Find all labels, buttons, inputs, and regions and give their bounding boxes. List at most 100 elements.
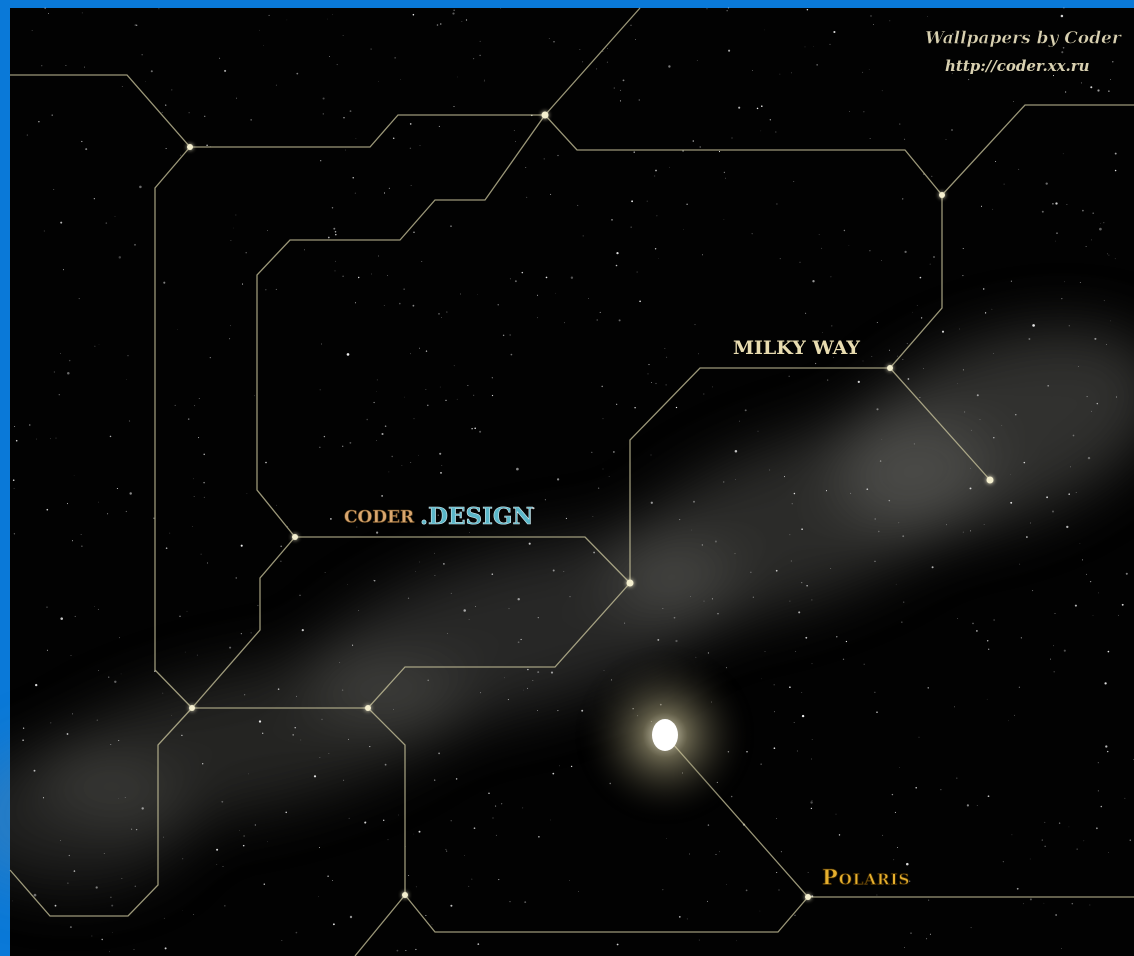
star — [343, 35, 344, 36]
star — [251, 119, 252, 120]
star — [352, 645, 353, 646]
star — [63, 269, 64, 270]
star — [557, 478, 559, 480]
star — [790, 534, 791, 535]
star — [44, 231, 45, 232]
star — [343, 780, 344, 781]
star — [425, 915, 426, 916]
star — [1046, 496, 1048, 498]
star — [381, 495, 383, 497]
star — [462, 21, 463, 22]
star — [34, 770, 36, 772]
star — [119, 256, 121, 258]
star — [1026, 536, 1028, 538]
star — [583, 235, 584, 236]
star — [757, 108, 759, 110]
star — [179, 616, 180, 617]
star — [53, 189, 54, 190]
star — [414, 418, 415, 419]
star — [620, 90, 621, 91]
star — [508, 699, 509, 700]
star — [697, 60, 698, 61]
star — [726, 667, 727, 668]
star — [651, 455, 652, 456]
star — [67, 882, 68, 883]
star — [55, 905, 57, 907]
star — [665, 348, 666, 349]
star — [805, 637, 807, 639]
star — [427, 680, 428, 681]
star — [337, 64, 338, 65]
star — [992, 309, 993, 310]
star — [712, 598, 713, 599]
star — [60, 222, 62, 224]
star — [1112, 61, 1113, 62]
star — [434, 553, 435, 554]
star — [296, 932, 298, 934]
star — [32, 30, 33, 31]
star — [371, 49, 372, 50]
star — [464, 855, 465, 856]
star — [830, 44, 831, 45]
star — [216, 849, 218, 851]
star — [434, 779, 435, 780]
star — [180, 155, 181, 156]
star — [734, 553, 735, 554]
star — [1055, 241, 1056, 242]
star — [616, 252, 618, 254]
star — [203, 482, 205, 484]
star — [827, 380, 828, 381]
star — [882, 90, 883, 91]
star — [902, 198, 903, 199]
star — [553, 41, 554, 42]
star — [343, 117, 344, 118]
star — [262, 733, 263, 734]
star — [492, 395, 493, 396]
star — [295, 727, 296, 728]
node — [292, 534, 298, 540]
star — [601, 386, 603, 388]
star — [50, 722, 51, 723]
star — [774, 685, 775, 686]
star — [320, 757, 321, 758]
star — [192, 526, 193, 527]
star — [613, 451, 614, 452]
star — [896, 584, 897, 585]
star — [199, 398, 200, 399]
star — [81, 534, 82, 535]
star — [580, 49, 581, 50]
star — [899, 767, 900, 768]
star — [893, 859, 894, 860]
star — [1076, 492, 1077, 493]
label: Polaris — [822, 865, 910, 890]
star — [1028, 338, 1030, 340]
star — [404, 289, 405, 290]
star — [731, 137, 732, 138]
star — [728, 50, 730, 52]
star — [503, 335, 504, 336]
star — [342, 446, 343, 447]
star — [607, 48, 608, 49]
star — [656, 215, 657, 216]
star — [296, 73, 298, 75]
star — [193, 914, 194, 915]
star — [1053, 645, 1054, 646]
star — [276, 505, 277, 506]
star — [71, 655, 72, 656]
star — [302, 629, 304, 631]
star — [1091, 411, 1092, 412]
star — [910, 932, 911, 933]
star — [349, 442, 351, 444]
star — [702, 544, 703, 545]
star — [719, 851, 720, 852]
star — [611, 219, 612, 220]
star — [735, 450, 738, 453]
star — [318, 896, 319, 897]
star — [892, 794, 893, 795]
star — [265, 462, 267, 464]
star — [801, 582, 802, 583]
star — [97, 720, 98, 721]
star — [1061, 298, 1062, 299]
star — [1087, 396, 1088, 397]
star — [1090, 905, 1091, 906]
